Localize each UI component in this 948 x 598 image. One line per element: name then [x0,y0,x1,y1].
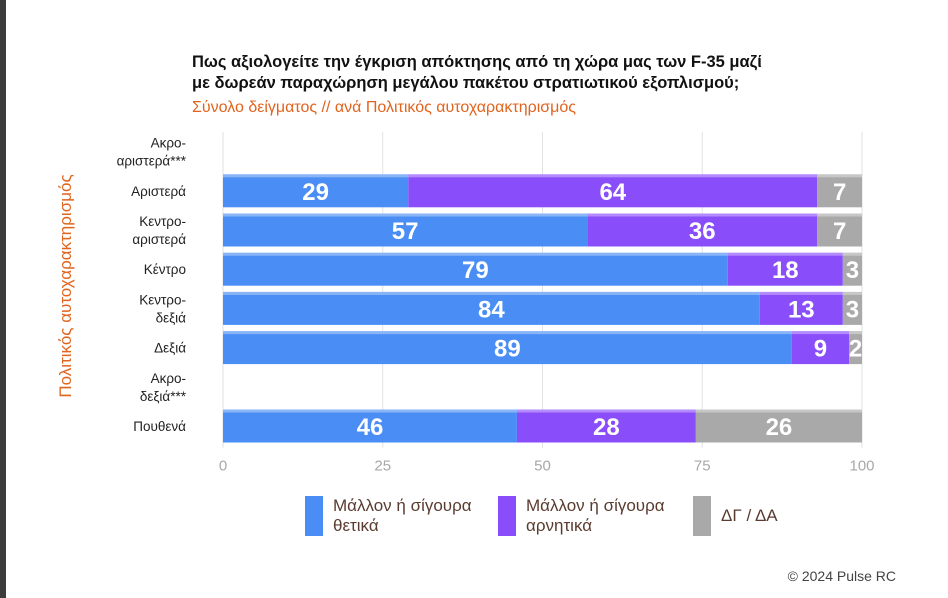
data-label: 64 [599,179,626,206]
data-label: 29 [302,179,329,206]
data-label: 57 [392,218,419,245]
chart-title-line-2: με δωρεάν παραχώρηση μεγάλου πακέτου στρ… [192,74,740,92]
category-label: Πουθενά [133,419,186,434]
data-label: 89 [494,336,521,363]
legend-label-dk: ΔΓ / ΔΑ [721,496,881,526]
data-label: 7 [833,218,846,245]
bar-segment [817,174,862,208]
legend-label-negative-line-2: αρνητικά [526,516,593,535]
legend-item-positive: Μάλλον ή σίγουρα θετικά [305,496,493,536]
data-label: 7 [833,179,846,206]
chart-title-line-1: Πως αξιολογείτε την έγκριση απόκτησης απ… [192,53,762,71]
bar-highlight [408,174,818,178]
category-label: αριστερά [132,232,186,247]
data-label: 79 [462,257,489,284]
window-left-edge [0,0,6,598]
legend-label-negative-line-1: Μάλλον ή σίγουρα [526,496,665,515]
bar-segment [587,213,818,247]
bar-segment [849,331,862,365]
copyright-text: © 2024 Pulse RC [787,568,896,584]
bar-highlight [842,291,862,295]
bar-highlight [842,252,862,256]
data-label: 84 [478,296,505,323]
category-label: Κέντρο [144,262,186,277]
bar-segment [695,409,862,443]
legend-item-dk: ΔΓ / ΔΑ [693,496,881,536]
x-tick-label: 50 [534,458,551,475]
data-label: 3 [846,296,859,323]
bar-segment [223,252,728,286]
bar-segment [223,213,588,247]
bar-highlight [223,252,728,256]
legend-item-negative: Μάλλον ή σίγουρα αρνητικά [498,496,686,536]
legend-label-dk-line-1: ΔΓ / ΔΑ [721,506,778,525]
chart-subtitle: Σύνολο δείγματος // ανά Πολιτικός αυτοχα… [192,99,576,116]
bar-segment [759,291,843,325]
category-label: Ακρο- [151,136,186,151]
bar-segment [817,213,862,247]
bar-segment [516,409,696,443]
legend-label-positive-line-2: θετικά [333,516,379,535]
legend-label-negative: Μάλλον ή σίγουρα αρνητικά [526,496,686,536]
category-label: Δεξιά [154,341,186,356]
data-label: 46 [357,414,384,441]
bar-highlight [223,331,792,335]
category-label: Ακρο- [151,371,186,386]
bar-highlight [791,331,850,335]
category-label: αριστερά*** [117,154,187,169]
x-tick-label: 25 [374,458,391,475]
data-label: 2 [849,336,862,363]
bar-segment [842,291,862,325]
legend-swatch-positive [305,496,323,536]
bar-highlight [516,409,696,413]
legend-swatch-negative [498,496,516,536]
bar-highlight [695,409,862,413]
data-label: 13 [788,296,815,323]
bar-highlight [727,252,843,256]
category-label: δεξιά [156,310,187,325]
data-label: 26 [766,414,793,441]
x-tick-label: 0 [219,458,227,475]
bar-segment [223,331,792,365]
bar-highlight [817,213,862,217]
bar-highlight [223,291,760,295]
bar-highlight [849,331,862,335]
category-label: Κεντρο- [139,292,186,307]
category-label: Αριστερά [131,184,186,199]
bar-highlight [223,409,517,413]
legend-label-positive: Μάλλον ή σίγουρα θετικά [333,496,493,536]
bar-segment [223,291,760,325]
chart-title: Πως αξιολογείτε την έγκριση απόκτησης απ… [192,52,892,94]
bar-highlight [587,213,818,217]
data-label: 18 [772,257,799,284]
bar-segment [408,174,818,208]
bar-segment [727,252,843,286]
data-label: 36 [689,218,716,245]
data-label: 3 [846,257,859,284]
category-label: δεξιά*** [140,389,187,404]
category-label: Κεντρο- [139,214,186,229]
legend-label-positive-line-1: Μάλλον ή σίγουρα [333,496,472,515]
bar-highlight [223,174,409,178]
x-tick-label: 100 [849,458,874,475]
bar-highlight [223,213,588,217]
bar-highlight [759,291,843,295]
bar-segment [791,331,850,365]
x-tick-label: 75 [694,458,711,475]
bar-segment [842,252,862,286]
bar-highlight [817,174,862,178]
data-label: 9 [814,336,827,363]
legend-swatch-dk [693,496,711,536]
bar-segment [223,409,517,443]
data-label: 28 [593,414,620,441]
bar-segment [223,174,409,208]
